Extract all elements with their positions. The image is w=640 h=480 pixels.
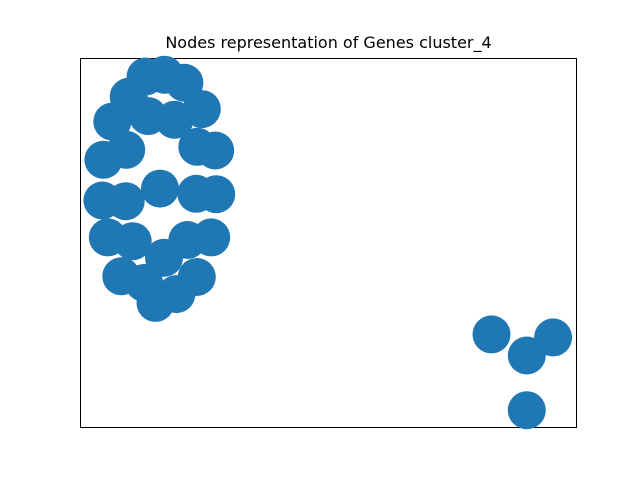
node-point	[136, 283, 175, 322]
node-point	[197, 175, 236, 214]
node-point	[141, 169, 179, 208]
chart-title: Nodes representation of Genes cluster_4	[165, 33, 492, 52]
node-point	[106, 182, 145, 221]
node-point	[84, 140, 123, 179]
node-point	[472, 315, 511, 354]
node-point	[192, 218, 231, 257]
node-point	[507, 391, 546, 430]
nodes-layer	[83, 55, 573, 430]
node-point	[196, 131, 235, 170]
axes-frame	[80, 58, 577, 428]
node-point	[155, 100, 194, 139]
node-point	[93, 102, 132, 141]
node-point	[113, 222, 152, 261]
node-point	[507, 336, 546, 375]
